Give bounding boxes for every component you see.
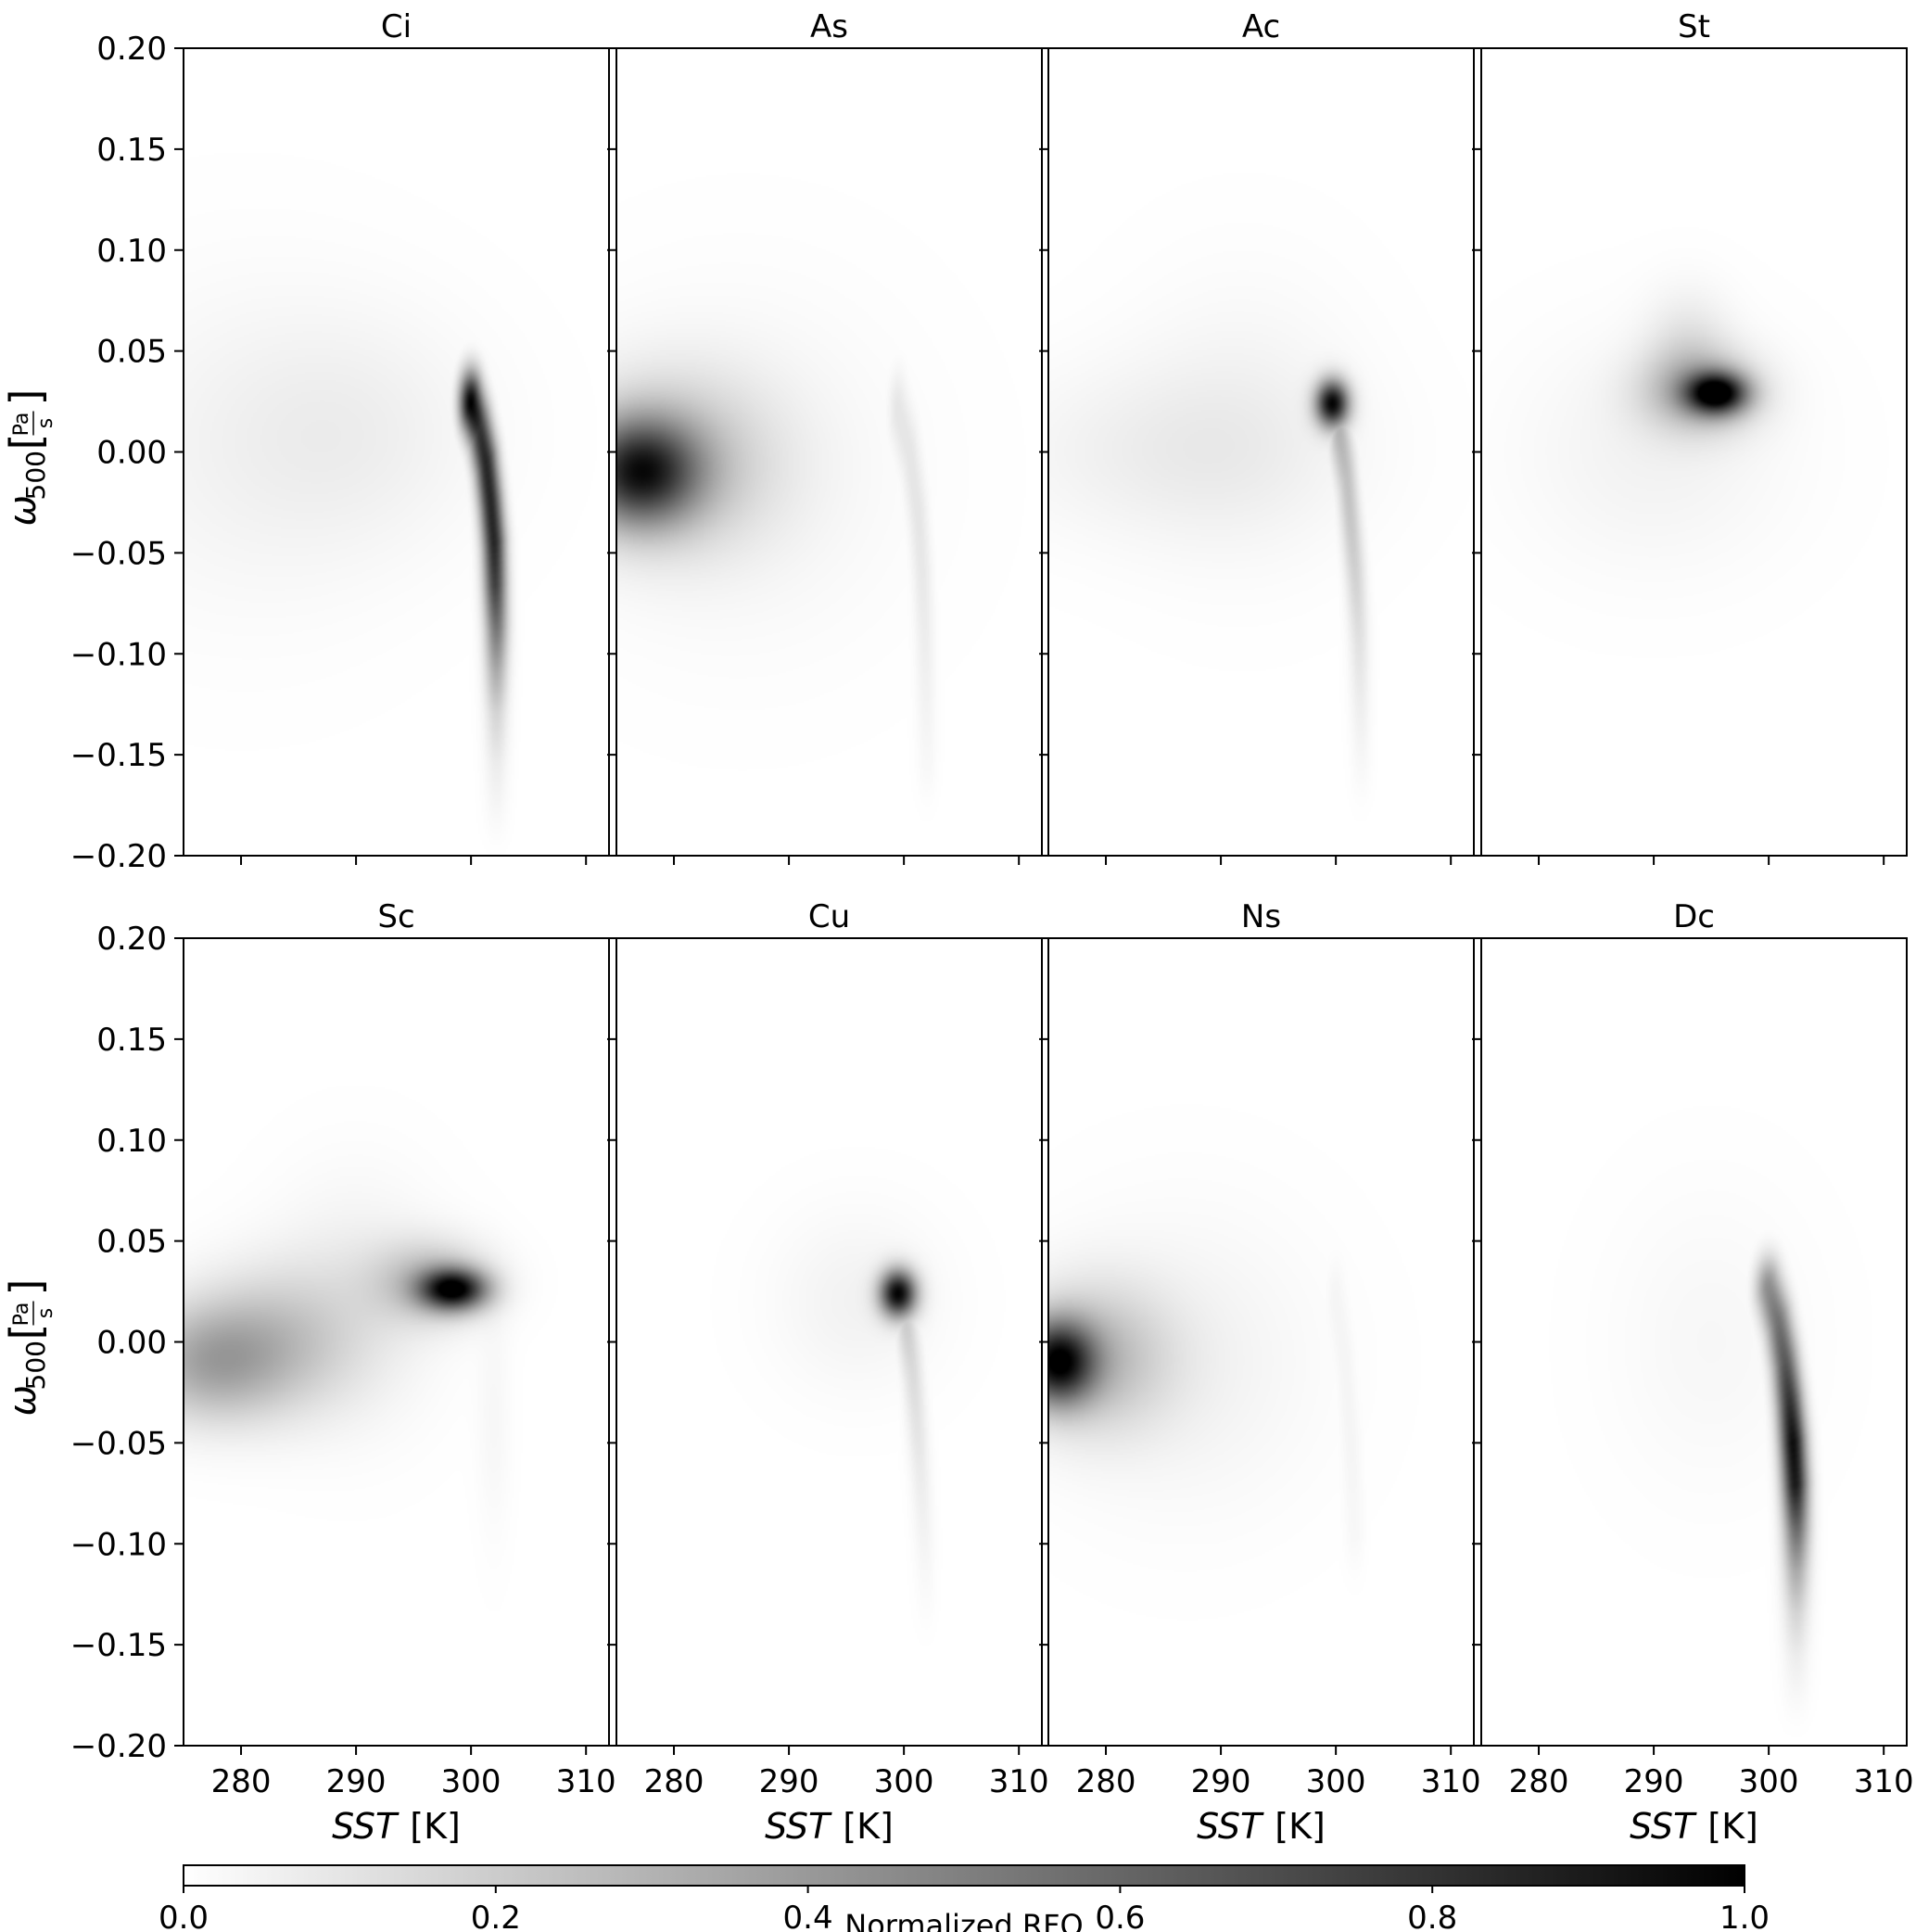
heatmap-cu [616,938,1042,1746]
panel-as: As [607,8,1043,865]
colorbar-tick-label: 0.2 [471,1900,521,1932]
y-tick-label: 0.05 [96,1224,167,1261]
y-label-omega: ω [2,1385,44,1417]
x-tick-label: 300 [1306,1763,1366,1800]
subplot-grid: Ci 0.20 0.15 0.10 0.05 0.00 −0.05 −0.10 −0.15 −0.… [1,8,1914,1847]
heatmap-ci [184,48,609,856]
panel-st: St [1472,8,1908,865]
colorbar-gradient [183,1864,1745,1887]
heatmap-sc [184,938,609,1746]
y-label-omega: ω [2,495,44,527]
y-label-subscript: 500 [20,451,51,500]
x-axis-label: SST [K] [765,1806,894,1847]
y-tick-label: 0.20 [96,921,167,958]
x-tick-label: 300 [1739,1763,1799,1800]
panel-title: Ci [381,8,412,45]
panel-title: Dc [1673,898,1715,935]
y-label-bracket-open: [ [1,434,51,451]
panel-title: St [1678,8,1710,45]
colorbar-tick-label: 0.6 [1095,1900,1145,1932]
y-tick-label: −0.15 [70,737,167,774]
colorbar-tick-label: 0.4 [783,1900,833,1932]
y-label-unit-den: s [34,418,57,428]
x-tick-label: 290 [1624,1763,1684,1800]
panel-cu: Cu 280 290 300 310 SST [K] [607,898,1049,1847]
y-tick-label: 0.15 [96,132,167,169]
y-label-bracket-close: ] [1,389,51,406]
y-tick-label: 0.15 [96,1022,167,1059]
y-tick-label: 0.10 [96,233,167,270]
y-tick-label: −0.20 [70,1728,167,1765]
heatmap-ns [1048,938,1474,1746]
y-label-subscript: 500 [20,1341,51,1390]
heatmap-dc [1481,938,1907,1746]
x-tick-label: 310 [1854,1763,1914,1800]
heatmap-st [1481,48,1907,856]
x-axis-label: SST [K] [1197,1806,1326,1847]
y-tick-label: 0.00 [96,1325,167,1362]
y-tick-label: 0.05 [96,334,167,371]
x-tick-label: 290 [326,1763,387,1800]
panel-title: Ns [1241,898,1281,935]
panel-title: Cu [808,898,850,935]
y-tick-label: −0.20 [70,838,167,875]
y-tick-label: 0.20 [96,31,167,68]
x-tick-label: 280 [1076,1763,1136,1800]
y-tick-label: 0.00 [96,435,167,472]
colorbar-tick-label: 1.0 [1719,1900,1770,1932]
y-label-bracket-open: [ [1,1324,51,1341]
panel-ci: Ci 0.20 0.15 0.10 0.05 0.00 −0.05 −0.10 −0.15 −0.… [1,8,610,875]
x-tick-label: 280 [644,1763,704,1800]
x-tick-label: 290 [1191,1763,1251,1800]
heatmap-ac [1048,48,1474,856]
colorbar-ticks: 0.0 0.2 0.4 0.6 0.8 1.0 [159,1886,1770,1932]
x-tick-label: 280 [211,1763,272,1800]
y-tick-label: −0.05 [70,1425,167,1462]
colorbar-label: Normalized RFO [844,1908,1083,1932]
y-label-bracket-close: ] [1,1279,51,1296]
x-tick-label: 280 [1509,1763,1569,1800]
panel-ac: Ac [1039,8,1475,865]
x-tick-label: 290 [759,1763,819,1800]
x-axis-label: SST [K] [1630,1806,1758,1847]
x-tick-label: 310 [989,1763,1049,1800]
panel-title: As [810,8,848,45]
y-label-unit-num: Pa [10,1303,33,1327]
y-tick-label: −0.10 [70,636,167,673]
x-tick-label: 300 [441,1763,501,1800]
y-tick-label: −0.05 [70,535,167,572]
x-axis-label: SST [K] [332,1806,461,1847]
heatmap-as [616,48,1042,856]
x-tick-label: 310 [556,1763,616,1800]
panel-dc: Dc 280 290 300 310 SST [K] [1472,898,1914,1847]
y-label-unit-num: Pa [10,413,33,437]
y-tick-label: −0.10 [70,1526,167,1563]
panel-ns: Ns 280 290 300 310 SST [K] [1039,898,1481,1847]
panel-title: Ac [1242,8,1280,45]
x-tick-label: 300 [874,1763,934,1800]
y-label-unit-den: s [34,1308,57,1318]
y-tick-label: −0.15 [70,1627,167,1664]
colorbar: 0.0 0.2 0.4 0.6 0.8 1.0 Normalized RFO [159,1864,1770,1932]
x-tick-label: 310 [1421,1763,1481,1800]
y-tick-label: 0.10 [96,1123,167,1160]
panel-title: Sc [377,898,414,935]
colorbar-tick-label: 0.0 [159,1900,209,1932]
panel-sc: Sc 280 290 300 310 0.20 0.15 0.10 0.05 0.00 −0.05 −… [1,898,616,1847]
colorbar-tick-label: 0.8 [1407,1900,1457,1932]
